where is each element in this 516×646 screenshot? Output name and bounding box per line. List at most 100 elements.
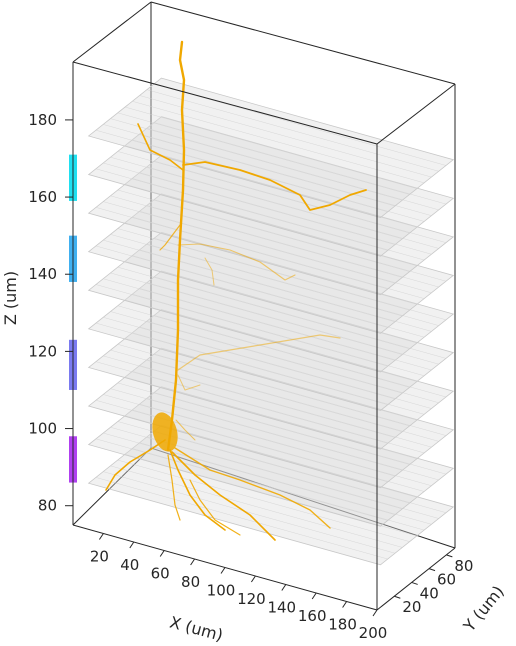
plane-grid-line (95, 207, 388, 290)
plane-grid-line (103, 201, 396, 284)
x-tick (190, 558, 196, 566)
plane-grid-line (124, 106, 417, 189)
dendrite-branch (105, 439, 166, 491)
box-edge (72, 61, 378, 145)
plane-grid-line (132, 101, 425, 184)
box-edge (376, 547, 456, 611)
plane-grid-line (154, 199, 447, 282)
plane-grid-line (95, 400, 388, 483)
plane-grid-line (103, 278, 396, 361)
z-axis-label: Z (um) (1, 271, 20, 325)
plane-grid-line (154, 392, 447, 475)
x-tick (129, 541, 135, 549)
plane-grid-line (117, 459, 410, 542)
plane-grid-line (132, 293, 425, 376)
dendrite-branch (177, 374, 201, 391)
x-tick (311, 592, 317, 600)
x-tick-label: 180 (328, 616, 357, 634)
plane-grid-line (132, 139, 425, 222)
x-tick (342, 601, 348, 608)
plane-grid-line (139, 95, 432, 178)
plane-grid-line (124, 454, 417, 537)
z-tick-label: 140 (28, 265, 57, 283)
dendrite-branch (175, 419, 196, 441)
plane-grid-line (117, 266, 410, 349)
dendrite-branch (204, 257, 215, 286)
plane-grid-line (132, 332, 425, 415)
plane-grid-line (146, 282, 439, 365)
plane-grid-line (110, 465, 403, 548)
plane-grid-line (95, 245, 388, 328)
plane-grid-line (154, 238, 447, 321)
plane-grid-line (110, 234, 403, 317)
dendrite-branch (167, 454, 181, 521)
plane-grid-line (154, 315, 447, 398)
plane-grid-line (124, 299, 417, 382)
dendrite-branch (166, 40, 186, 452)
z-tick-label: 160 (28, 188, 57, 206)
x-tick-label: 60 (151, 565, 170, 583)
z-tick-label: 120 (28, 342, 57, 360)
plane-grid-line (110, 311, 403, 394)
y-tick-label: 80 (454, 557, 473, 575)
plane-grid-line (146, 359, 439, 442)
plane-grid-line (117, 344, 410, 427)
dendrite-branch (169, 449, 226, 531)
x-tick (98, 533, 104, 540)
box-edge (150, 1, 456, 85)
plane-grid-line (139, 365, 432, 448)
z-tick-label: 80 (38, 497, 57, 515)
plane-grid-line (139, 249, 432, 332)
plane-grid-line (139, 326, 432, 409)
dendrite-branch (137, 123, 184, 171)
y-tick (428, 568, 436, 572)
plane-grid-line (132, 178, 425, 261)
plane-grid-line (146, 320, 439, 403)
plane-grid-line (132, 371, 425, 454)
dendrite-branch (159, 224, 181, 251)
x-tick-label: 140 (267, 599, 296, 617)
x-tick (281, 584, 287, 591)
plane-grid-line (146, 243, 439, 326)
plane-grid-line (146, 436, 439, 519)
x-tick-label: 160 (298, 607, 327, 625)
x-axis-label: X (um) (168, 612, 225, 644)
x-tick-label: 100 (207, 582, 236, 600)
plane-grid-line (103, 394, 396, 477)
plane-grid-line (117, 151, 410, 234)
plane-grid-line (132, 409, 425, 492)
x-tick (372, 609, 378, 617)
neuron-morphology (105, 40, 367, 541)
plane-grid-line (95, 168, 388, 251)
plane-grid-line (139, 403, 432, 486)
x-tick-label: 20 (90, 548, 109, 566)
plane-grid-line (124, 376, 417, 459)
plane-grid-line (95, 322, 388, 405)
y-tick (446, 554, 453, 558)
plane-grid-line (154, 160, 447, 243)
dendrite-branch (189, 479, 241, 536)
y-tick-label: 60 (437, 571, 456, 589)
plane-grid-line (146, 128, 439, 211)
plane-grid-line (146, 398, 439, 481)
x-tick (159, 550, 165, 557)
soma (152, 412, 178, 452)
plane-grid-line (117, 382, 410, 465)
y-axis-label: Y (um) (459, 582, 508, 636)
plane-grid-line (154, 430, 447, 513)
plane-grid-line (139, 211, 432, 294)
plane-grid-line (95, 477, 388, 560)
plane-grid-line (103, 355, 396, 438)
plane-grid-line (110, 195, 403, 278)
plane-grid-line (110, 118, 403, 201)
y-tick-label: 20 (402, 598, 421, 616)
plane-grid-line (124, 184, 417, 267)
box-edge (72, 1, 152, 63)
plane-grid-line (117, 305, 410, 388)
plane-grid-line (110, 388, 403, 471)
dendrite-branch (177, 334, 341, 371)
plane-grid-line (117, 189, 410, 272)
y-tick (394, 595, 401, 599)
plane-grid-line (139, 288, 432, 371)
plane-grid-line (139, 172, 432, 255)
